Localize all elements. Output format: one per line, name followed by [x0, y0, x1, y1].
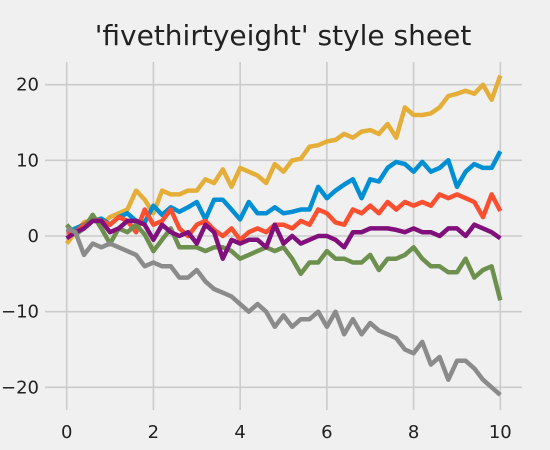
y-tick-label: −20 [1, 377, 39, 398]
x-tick-label: 0 [61, 422, 72, 443]
series-line-6 [65, 226, 502, 397]
x-tick-label: 4 [234, 422, 245, 443]
x-tick-label: 8 [408, 422, 419, 443]
x-tick-label: 6 [321, 422, 332, 443]
x-tick-label: 10 [489, 422, 512, 443]
x-tick-label: 2 [148, 422, 159, 443]
x-axis-ticks: 0 2 4 6 8 10 [61, 422, 512, 443]
series-line-4 [65, 212, 503, 301]
series-line-1 [64, 74, 503, 245]
y-tick-label: 20 [16, 75, 39, 96]
chart-title: 'fivethirtyeight' style sheet [95, 19, 472, 52]
y-tick-label: 0 [28, 226, 39, 247]
series-group [64, 74, 503, 397]
y-tick-label: 10 [16, 150, 39, 171]
y-axis-ticks: −20 −10 0 10 20 [1, 75, 39, 399]
y-tick-label: −10 [1, 302, 39, 323]
series-line-5 [65, 218, 502, 261]
